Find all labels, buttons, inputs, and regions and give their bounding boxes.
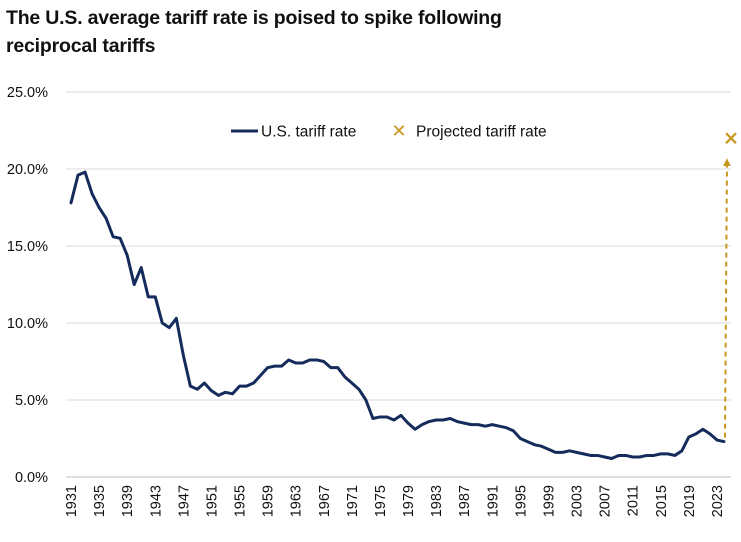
legend-label-projected-tariff-rate: Projected tariff rate (416, 124, 547, 141)
x-tick-label: 1931 (64, 485, 80, 517)
x-tick-label: 1943 (148, 485, 164, 517)
y-tick-label: 10.0% (7, 316, 48, 332)
series-point-projected-tariff-rate (725, 132, 737, 144)
x-tick-label: 1959 (261, 485, 277, 517)
y-tick-label: 25.0% (7, 85, 48, 101)
y-tick-label: 0.0% (15, 470, 48, 486)
legend: U.S. tariff rate ✕ Projected tariff rate (231, 121, 547, 142)
legend-marker-projected: ✕ (391, 121, 406, 142)
x-tick-label: 1971 (345, 485, 361, 517)
x-tick-label: 2015 (654, 485, 670, 517)
legend-label-us-tariff-rate: U.S. tariff rate (261, 124, 356, 141)
projection-arrow (722, 158, 731, 438)
series-line-us-tariff-rate (69, 170, 726, 461)
x-tick-label: 1947 (176, 485, 192, 517)
chart-title-line-2: reciprocal tariffs (6, 35, 156, 57)
x-tick-label: 1955 (233, 485, 249, 517)
gridlines (66, 91, 731, 478)
y-tick-label: 15.0% (7, 239, 48, 255)
chart-title-line-1: The U.S. average tariff rate is poised t… (6, 7, 502, 29)
y-axis-tick-labels: 0.0% 5.0% 10.0% 15.0% 20.0% 25.0% (7, 85, 48, 486)
x-tick-label: 2011 (626, 485, 642, 516)
x-tick-label: 1979 (401, 485, 417, 517)
x-tick-label: 1995 (513, 485, 529, 517)
x-tick-label: 1983 (429, 485, 445, 517)
x-tick-label: 2023 (710, 485, 726, 517)
x-tick-label: 2007 (598, 485, 614, 517)
x-tick-label: 1935 (92, 485, 108, 517)
y-tick-label: 20.0% (7, 162, 48, 178)
x-tick-label: 1967 (317, 485, 333, 517)
x-tick-label: 1963 (289, 485, 305, 517)
chart-title: The U.S. average tariff rate is poised t… (6, 4, 706, 60)
y-tick-label: 5.0% (15, 393, 48, 409)
x-tick-label: 2003 (570, 485, 586, 517)
x-tick-label: 1999 (541, 485, 557, 517)
x-tick-label: 2019 (682, 485, 698, 517)
x-tick-label: 1939 (120, 485, 136, 517)
x-tick-label: 1987 (457, 485, 473, 517)
series-layer (69, 132, 737, 461)
x-axis-tick-labels: 1931 1935 1939 1943 1947 1951 1955 1959 1963 1967… (64, 485, 726, 517)
x-tick-label: 1975 (373, 485, 389, 517)
x-tick-label: 1951 (204, 485, 220, 517)
x-tick-label: 1991 (485, 485, 501, 517)
projected-marker-stroke-2 (725, 132, 737, 144)
